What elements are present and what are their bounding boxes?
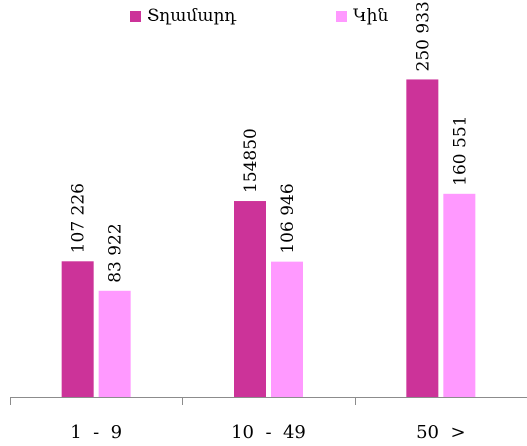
x-tick-label: 1 - 9 [70, 422, 122, 443]
legend-label-women: Կին [353, 6, 389, 26]
data-label: 106 946 [278, 183, 298, 253]
x-tick-label: 10 - 49 [231, 422, 306, 443]
legend: Տղամարդ Կին [0, 6, 527, 32]
bar-men [61, 261, 94, 397]
legend-item-women: Կին [336, 6, 388, 26]
legend-swatch-women [336, 10, 347, 22]
data-label: 83 922 [106, 223, 126, 282]
bar-women [271, 261, 303, 397]
x-tick-label: 50 > [416, 422, 465, 443]
bar-women [98, 290, 131, 397]
bar-men [406, 79, 439, 397]
legend-item-men: Տղամարդ [130, 6, 236, 26]
data-label: 250 933 [413, 1, 433, 71]
legend-label-men: Տղամարդ [147, 6, 237, 26]
data-label: 154850 [241, 128, 261, 193]
bar-men [234, 201, 266, 397]
data-label: 160 551 [450, 116, 470, 186]
data-label: 107 226 [69, 183, 89, 253]
bar-women [443, 193, 476, 397]
legend-swatch-men [130, 10, 141, 22]
